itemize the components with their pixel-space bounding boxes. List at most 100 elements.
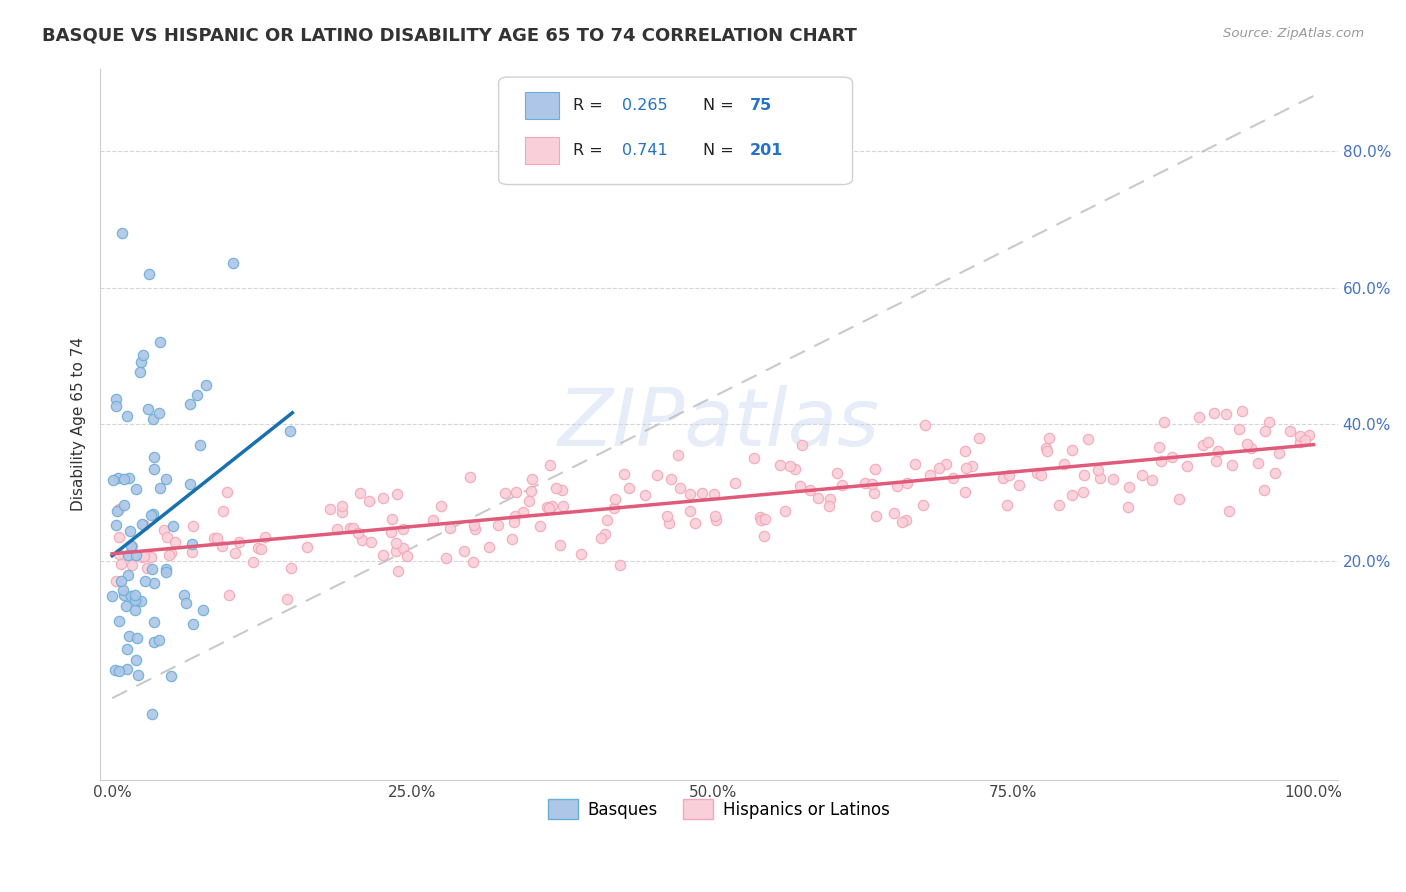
Point (658, 516, 681, 531)
Point (391, 541, 413, 556)
Point (536, 500, 558, 514)
Point (494, 485, 516, 500)
Point (544, 481, 567, 495)
Point (111, 226, 134, 240)
Point (105, 399, 128, 413)
Point (280, 425, 302, 439)
Point (998, 468, 1021, 483)
Point (690, 486, 713, 500)
Point (1118, 480, 1140, 494)
Y-axis label: Disability Age 65 to 74: Disability Age 65 to 74 (72, 337, 86, 511)
Point (1029, 467, 1052, 482)
Point (385, 535, 408, 549)
Point (125, 482, 148, 496)
Point (148, 632, 170, 647)
Point (114, 588, 136, 602)
Point (1279, 424, 1302, 438)
Point (131, 549, 153, 564)
Point (501, 533, 523, 547)
Point (1206, 444, 1229, 458)
Point (149, 482, 172, 496)
Point (1227, 422, 1250, 436)
Point (634, 488, 657, 502)
Point (569, 548, 592, 562)
Point (125, 653, 148, 667)
Point (1149, 440, 1171, 454)
Point (173, 588, 195, 602)
Point (955, 444, 977, 458)
Point (387, 564, 409, 578)
Point (1264, 466, 1286, 480)
Point (247, 541, 270, 556)
Point (276, 591, 298, 606)
Point (120, 589, 142, 603)
Point (108, 530, 131, 544)
Point (669, 481, 692, 495)
Point (181, 545, 204, 559)
Point (749, 510, 772, 524)
Point (139, 508, 162, 522)
Point (595, 512, 617, 526)
Point (124, 548, 146, 562)
Point (1192, 438, 1215, 452)
Point (742, 450, 765, 465)
Point (224, 545, 246, 559)
Point (387, 487, 409, 501)
Point (105, 392, 128, 406)
Text: 75: 75 (749, 98, 772, 113)
Point (595, 527, 617, 541)
Point (138, 268, 160, 282)
Point (131, 355, 153, 369)
Point (242, 555, 264, 569)
Point (1236, 436, 1258, 450)
Point (107, 471, 129, 485)
Point (779, 458, 801, 473)
Point (155, 565, 177, 579)
Point (538, 458, 561, 472)
Point (371, 548, 394, 562)
Point (124, 603, 146, 617)
Point (108, 614, 131, 628)
Point (789, 479, 811, 493)
Point (1025, 466, 1047, 480)
Point (127, 668, 149, 682)
Point (105, 504, 128, 518)
Point (319, 502, 342, 516)
Point (142, 575, 165, 590)
Point (613, 467, 636, 481)
Point (117, 567, 139, 582)
Point (149, 335, 172, 350)
Point (124, 588, 146, 602)
Point (380, 524, 402, 539)
Point (548, 538, 571, 552)
Point (551, 483, 574, 497)
Point (162, 518, 184, 533)
Point (180, 537, 202, 551)
Point (385, 544, 408, 558)
Point (520, 484, 543, 499)
Text: BASQUE VS HISPANIC OR LATINO DISABILITY AGE 65 TO 74 CORRELATION CHART: BASQUE VS HISPANIC OR LATINO DISABILITY … (42, 27, 858, 45)
Point (339, 521, 361, 535)
Point (1288, 429, 1310, 443)
Point (683, 516, 706, 530)
Point (517, 494, 540, 508)
Point (1077, 433, 1099, 447)
Point (174, 596, 197, 610)
Point (666, 448, 689, 462)
Point (181, 519, 204, 533)
Point (153, 524, 176, 538)
Point (602, 500, 624, 515)
Point (142, 412, 165, 426)
Point (860, 477, 883, 491)
Point (142, 462, 165, 476)
Point (325, 522, 347, 536)
Point (141, 707, 163, 722)
Legend: Basques, Hispanics or Latinos: Basques, Hispanics or Latinos (541, 793, 897, 825)
Point (118, 524, 141, 539)
Point (112, 582, 135, 597)
FancyBboxPatch shape (524, 137, 560, 164)
Point (136, 402, 159, 417)
Point (1294, 433, 1316, 447)
Point (1197, 434, 1219, 449)
Point (1298, 427, 1320, 442)
